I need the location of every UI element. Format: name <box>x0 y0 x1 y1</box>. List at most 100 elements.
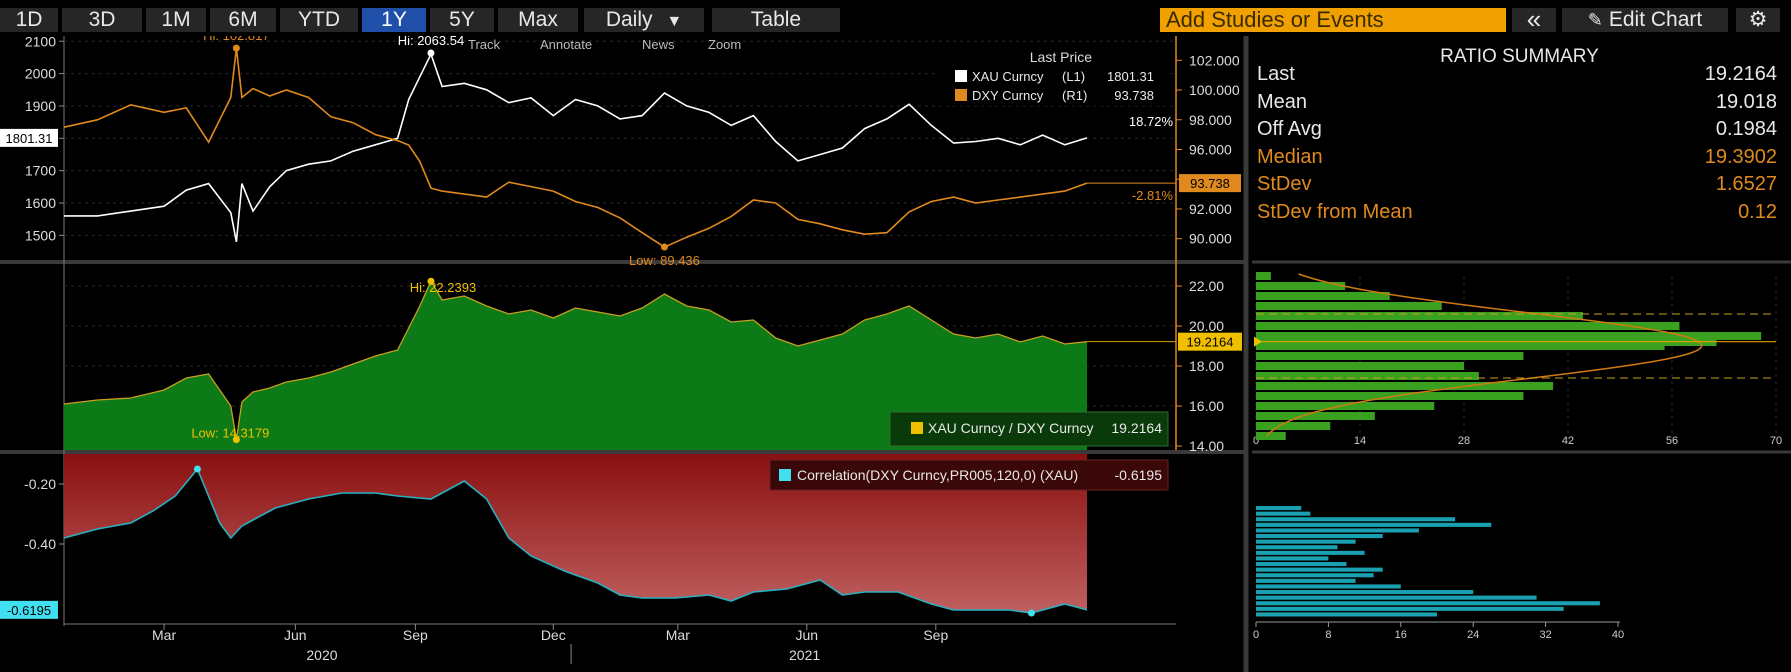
histogram-bar <box>1256 584 1401 589</box>
legend-series-name: XAU Curncy <box>972 69 1044 84</box>
edit-chart-label: Edit Chart <box>1608 8 1703 31</box>
pencil-icon: ✎ <box>1587 10 1603 30</box>
histogram-bar <box>1256 352 1524 360</box>
y-tick-label-left: 2000 <box>25 66 56 82</box>
ratio-area <box>64 281 1088 450</box>
range-button-1y[interactable]: 1Y <box>362 8 426 32</box>
histogram-bar <box>1256 578 1356 583</box>
hist-x-tick-label: 40 <box>1612 629 1624 641</box>
histogram-bar <box>1256 517 1456 522</box>
chart-toolbar: 1D 3D 1M 6M YTD 1Y 5Y Max Daily ▼ Table Add Stu… <box>0 0 1791 36</box>
range-button-ytd[interactable]: YTD <box>280 8 358 32</box>
range-button-3d[interactable]: 3D <box>62 8 142 32</box>
edit-chart-button[interactable]: ✎ Edit Chart <box>1562 8 1728 32</box>
price-panel: 150016001700180019002000210090.00092.000… <box>0 36 1241 268</box>
legend-swatch <box>955 89 967 101</box>
y-tick-label-right: 22.00 <box>1189 278 1224 294</box>
last-price-badge-right-text: 93.738 <box>1190 176 1230 191</box>
histogram-bar <box>1256 332 1762 340</box>
histogram-bar <box>1256 562 1347 567</box>
histogram-bar <box>1256 511 1311 516</box>
histogram-bar <box>1256 432 1286 440</box>
y-tick-label-right: 14.00 <box>1189 438 1224 454</box>
y-tick-label-right: 98.000 <box>1189 112 1232 128</box>
chart-tool-zoom: Zoom <box>708 37 741 52</box>
ratio-summary-label: StDev from Mean <box>1257 200 1413 223</box>
histogram-bar <box>1256 612 1437 617</box>
ratio-summary-value: 0.1984 <box>1715 118 1777 140</box>
hist-x-tick-label: 0 <box>1253 629 1259 641</box>
extreme-label: Hi: 22.2393 <box>410 280 477 295</box>
histogram-bar <box>1256 528 1419 533</box>
range-button-5y[interactable]: 5Y <box>430 8 494 32</box>
correlation-area <box>64 454 1088 613</box>
last-value-badge <box>1178 332 1242 351</box>
ratio-summary-value: 19.018 <box>1715 90 1777 113</box>
hist-x-tick-label: 42 <box>1562 435 1574 447</box>
histogram-bar <box>1256 601 1600 606</box>
correlation-legend-value: -0.6195 <box>1115 467 1163 483</box>
legend-box <box>936 44 1168 106</box>
ratio-summary: RATIO SUMMARY Last 19.2164 Mean 19.018 Off A… <box>1248 36 1791 264</box>
last-value-badge-text: -0.6195 <box>7 603 51 618</box>
legend-title: Last Price <box>1030 49 1092 65</box>
table-button[interactable]: Table <box>712 8 840 32</box>
range-button-max[interactable]: Max <box>498 8 578 32</box>
legend-swatch <box>779 469 791 481</box>
y-tick-label-right: 20.00 <box>1189 318 1224 334</box>
extreme-marker <box>232 44 240 52</box>
change-label: -2.81% <box>1132 188 1174 203</box>
correlation-legend-label: Correlation(DXY Curncy,PR005,120,0) (XAU… <box>797 467 1078 483</box>
frequency-label: Daily <box>605 8 653 31</box>
histogram-bar <box>1256 573 1374 578</box>
range-button-1m[interactable]: 1M <box>146 8 206 32</box>
histogram-bar <box>1256 606 1564 611</box>
correlation-line <box>63 467 1088 614</box>
legend-series-name: DXY Curncy <box>972 88 1044 103</box>
x-tick-label: Dec <box>541 627 566 643</box>
last-value-badge <box>0 600 58 619</box>
hist-x-tick-label: 56 <box>1666 435 1678 447</box>
last-price-badge-left-text: 1801.31 <box>6 131 53 146</box>
last-value-badge-text: 19.2164 <box>1187 335 1234 350</box>
hist-x-tick-label: 14 <box>1354 435 1366 447</box>
ratio-summary-value: 19.2164 <box>1704 63 1777 85</box>
histogram-bar <box>1256 362 1464 370</box>
x-tick-label: Jun <box>796 627 819 643</box>
range-button-1d[interactable]: 1D <box>0 8 58 32</box>
x-tick-label: Sep <box>403 627 428 643</box>
correlation-panel: -0.20 -0.40 -0.6195 Correlation(DXY Curncy,… <box>0 454 1169 619</box>
range-button-6m[interactable]: 6M <box>210 8 276 32</box>
hist-x-tick-label: 8 <box>1325 629 1331 641</box>
extreme-label: Low: 89.436 <box>629 253 700 268</box>
chart-area: 150016001700180019002000210090.00092.000… <box>0 36 1791 672</box>
gear-icon[interactable]: ⚙ <box>1736 8 1780 32</box>
hist-x-tick-label: 24 <box>1467 629 1479 641</box>
y-tick-label-right: 96.000 <box>1189 141 1232 157</box>
y-tick-label-left: 1700 <box>25 163 56 179</box>
legend-series-value: 93.738 <box>1114 88 1154 103</box>
histogram-bar <box>1256 272 1271 280</box>
ratio-summary-row: Mean 19.018 <box>1257 88 1777 116</box>
histogram-bar <box>1256 402 1435 410</box>
correlation-legend-box <box>769 459 1169 491</box>
ratio-legend-label: XAU Curncy / DXY Curncy <box>928 420 1093 436</box>
histogram-bar <box>1256 302 1442 310</box>
histogram-bar <box>1256 292 1390 300</box>
ratio-summary-label: Off Avg <box>1257 118 1322 140</box>
legend-series-value: 1801.31 <box>1107 69 1154 84</box>
y-tick-label-right: 16.00 <box>1189 398 1224 414</box>
legend-swatch <box>955 70 967 82</box>
histogram-bar <box>1256 539 1356 544</box>
histogram-bar <box>1256 550 1365 555</box>
ratio-summary-value: 1.6527 <box>1715 173 1777 195</box>
add-studies-input[interactable]: Add Studies or Events <box>1160 8 1506 32</box>
y-tick-label-right: 100.000 <box>1189 82 1240 98</box>
ratio-summary-label: StDev <box>1257 173 1312 195</box>
y-tick-label-left: -0.20 <box>24 476 56 492</box>
histogram-bar <box>1256 342 1665 350</box>
y-tick-label-left: -0.40 <box>24 536 56 552</box>
frequency-dropdown[interactable]: Daily ▼ <box>584 8 704 32</box>
collapse-button[interactable]: « <box>1512 6 1556 32</box>
chevron-down-icon: ▼ <box>666 13 683 30</box>
